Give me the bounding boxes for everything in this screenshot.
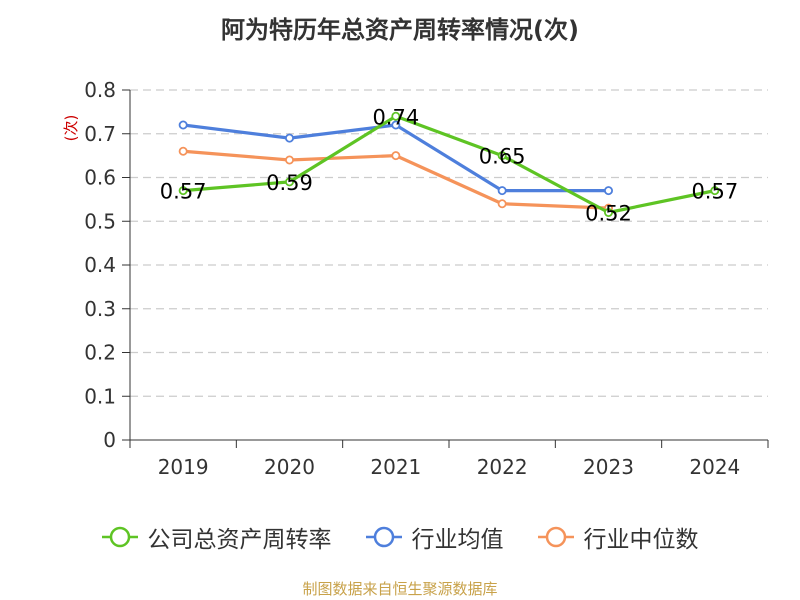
data-label: 0.65 xyxy=(479,145,526,169)
x-tick-label: 2024 xyxy=(689,455,740,479)
data-point xyxy=(178,146,188,156)
x-tick-label: 2020 xyxy=(264,455,315,479)
data-point xyxy=(604,207,614,217)
series-line xyxy=(183,114,716,215)
legend-marker-icon xyxy=(537,526,574,548)
legend-label: 公司总资产周转率 xyxy=(147,527,332,553)
data-labels: 0.57 0.59 0.74 0.65 0.52 0.57 xyxy=(160,105,738,225)
data-label: 0.57 xyxy=(691,180,738,204)
legend-marker-icon xyxy=(101,526,138,548)
legend: 公司总资产周转率 行业均值 行业中位数 xyxy=(0,520,800,554)
y-tick-label: 0.7 xyxy=(84,122,116,146)
y-tick-label: 0.3 xyxy=(84,297,116,321)
series-lines xyxy=(178,111,720,217)
data-point xyxy=(497,186,507,196)
grid-lines xyxy=(130,89,768,397)
y-tick-label: 0.1 xyxy=(84,384,116,408)
data-label: 0.74 xyxy=(372,105,419,129)
data-point xyxy=(178,120,188,130)
legend-marker-icon xyxy=(365,526,402,548)
data-label: 0.59 xyxy=(266,171,313,195)
data-point xyxy=(284,177,294,187)
chart-title: 阿为特历年总资产周转率情况(次) xyxy=(221,16,579,44)
y-tick-label: 0.8 xyxy=(84,78,116,102)
y-tick-label: 0.2 xyxy=(84,341,116,365)
data-point xyxy=(497,199,507,209)
y-axis-unit-label: (次) xyxy=(62,115,80,142)
axes: 0 0.1 0.2 0.3 0.4 0.5 0.6 0.7 0.8 2019 2020 2021 202… xyxy=(84,78,769,479)
x-tick-label: 2023 xyxy=(583,455,634,479)
y-tick-label: 0.6 xyxy=(84,166,116,190)
legend-item[interactable]: 行业中位数 xyxy=(537,520,699,554)
data-label: 0.52 xyxy=(585,202,632,226)
x-tick-label: 2019 xyxy=(158,455,209,479)
legend-item[interactable]: 行业均值 xyxy=(365,520,504,554)
data-point xyxy=(178,186,188,196)
y-tick-label: 0.4 xyxy=(84,253,116,277)
y-tick-label: 0 xyxy=(103,428,116,452)
legend-label: 行业中位数 xyxy=(583,527,699,553)
data-label: 0.57 xyxy=(160,180,207,204)
legend-label: 行业均值 xyxy=(411,527,504,553)
data-point xyxy=(284,133,294,143)
data-point xyxy=(710,186,720,196)
y-tick-label: 0.5 xyxy=(84,209,116,233)
source-footer: 制图数据来自恒生聚源数据库 xyxy=(302,580,498,598)
x-tick-label: 2021 xyxy=(370,455,421,479)
data-point xyxy=(284,155,294,165)
data-point xyxy=(391,111,401,121)
data-point xyxy=(391,151,401,161)
data-point xyxy=(391,120,401,130)
x-tick-label: 2022 xyxy=(477,455,528,479)
data-point xyxy=(497,151,507,161)
legend-item[interactable]: 公司总资产周转率 xyxy=(101,520,332,554)
data-point xyxy=(604,186,614,196)
